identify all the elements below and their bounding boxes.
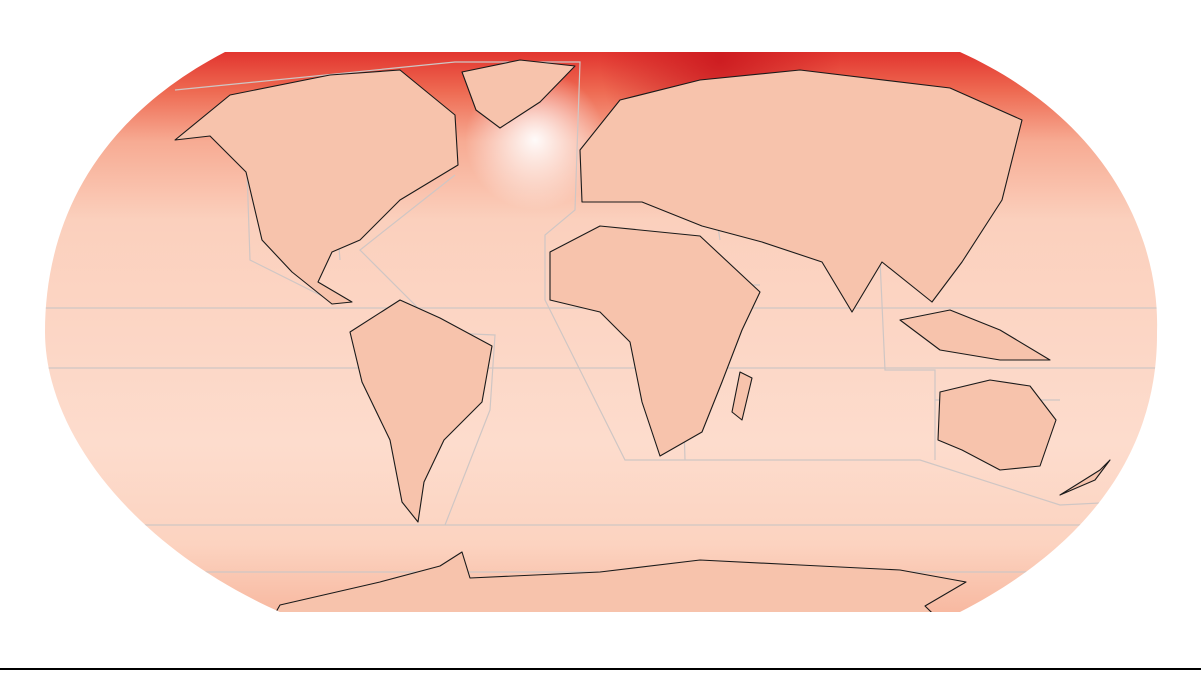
greenland (461, 59, 576, 129)
new-zealand (1059, 459, 1111, 496)
south-america (349, 299, 493, 523)
maritime-asia (899, 309, 1051, 361)
map (45, 52, 1158, 612)
australia (937, 379, 1057, 471)
africa (549, 225, 761, 457)
antarctica (259, 551, 967, 612)
eurasia (579, 69, 1023, 313)
north-america (174, 69, 459, 305)
madagascar (731, 371, 753, 421)
coastlines (174, 59, 1111, 612)
